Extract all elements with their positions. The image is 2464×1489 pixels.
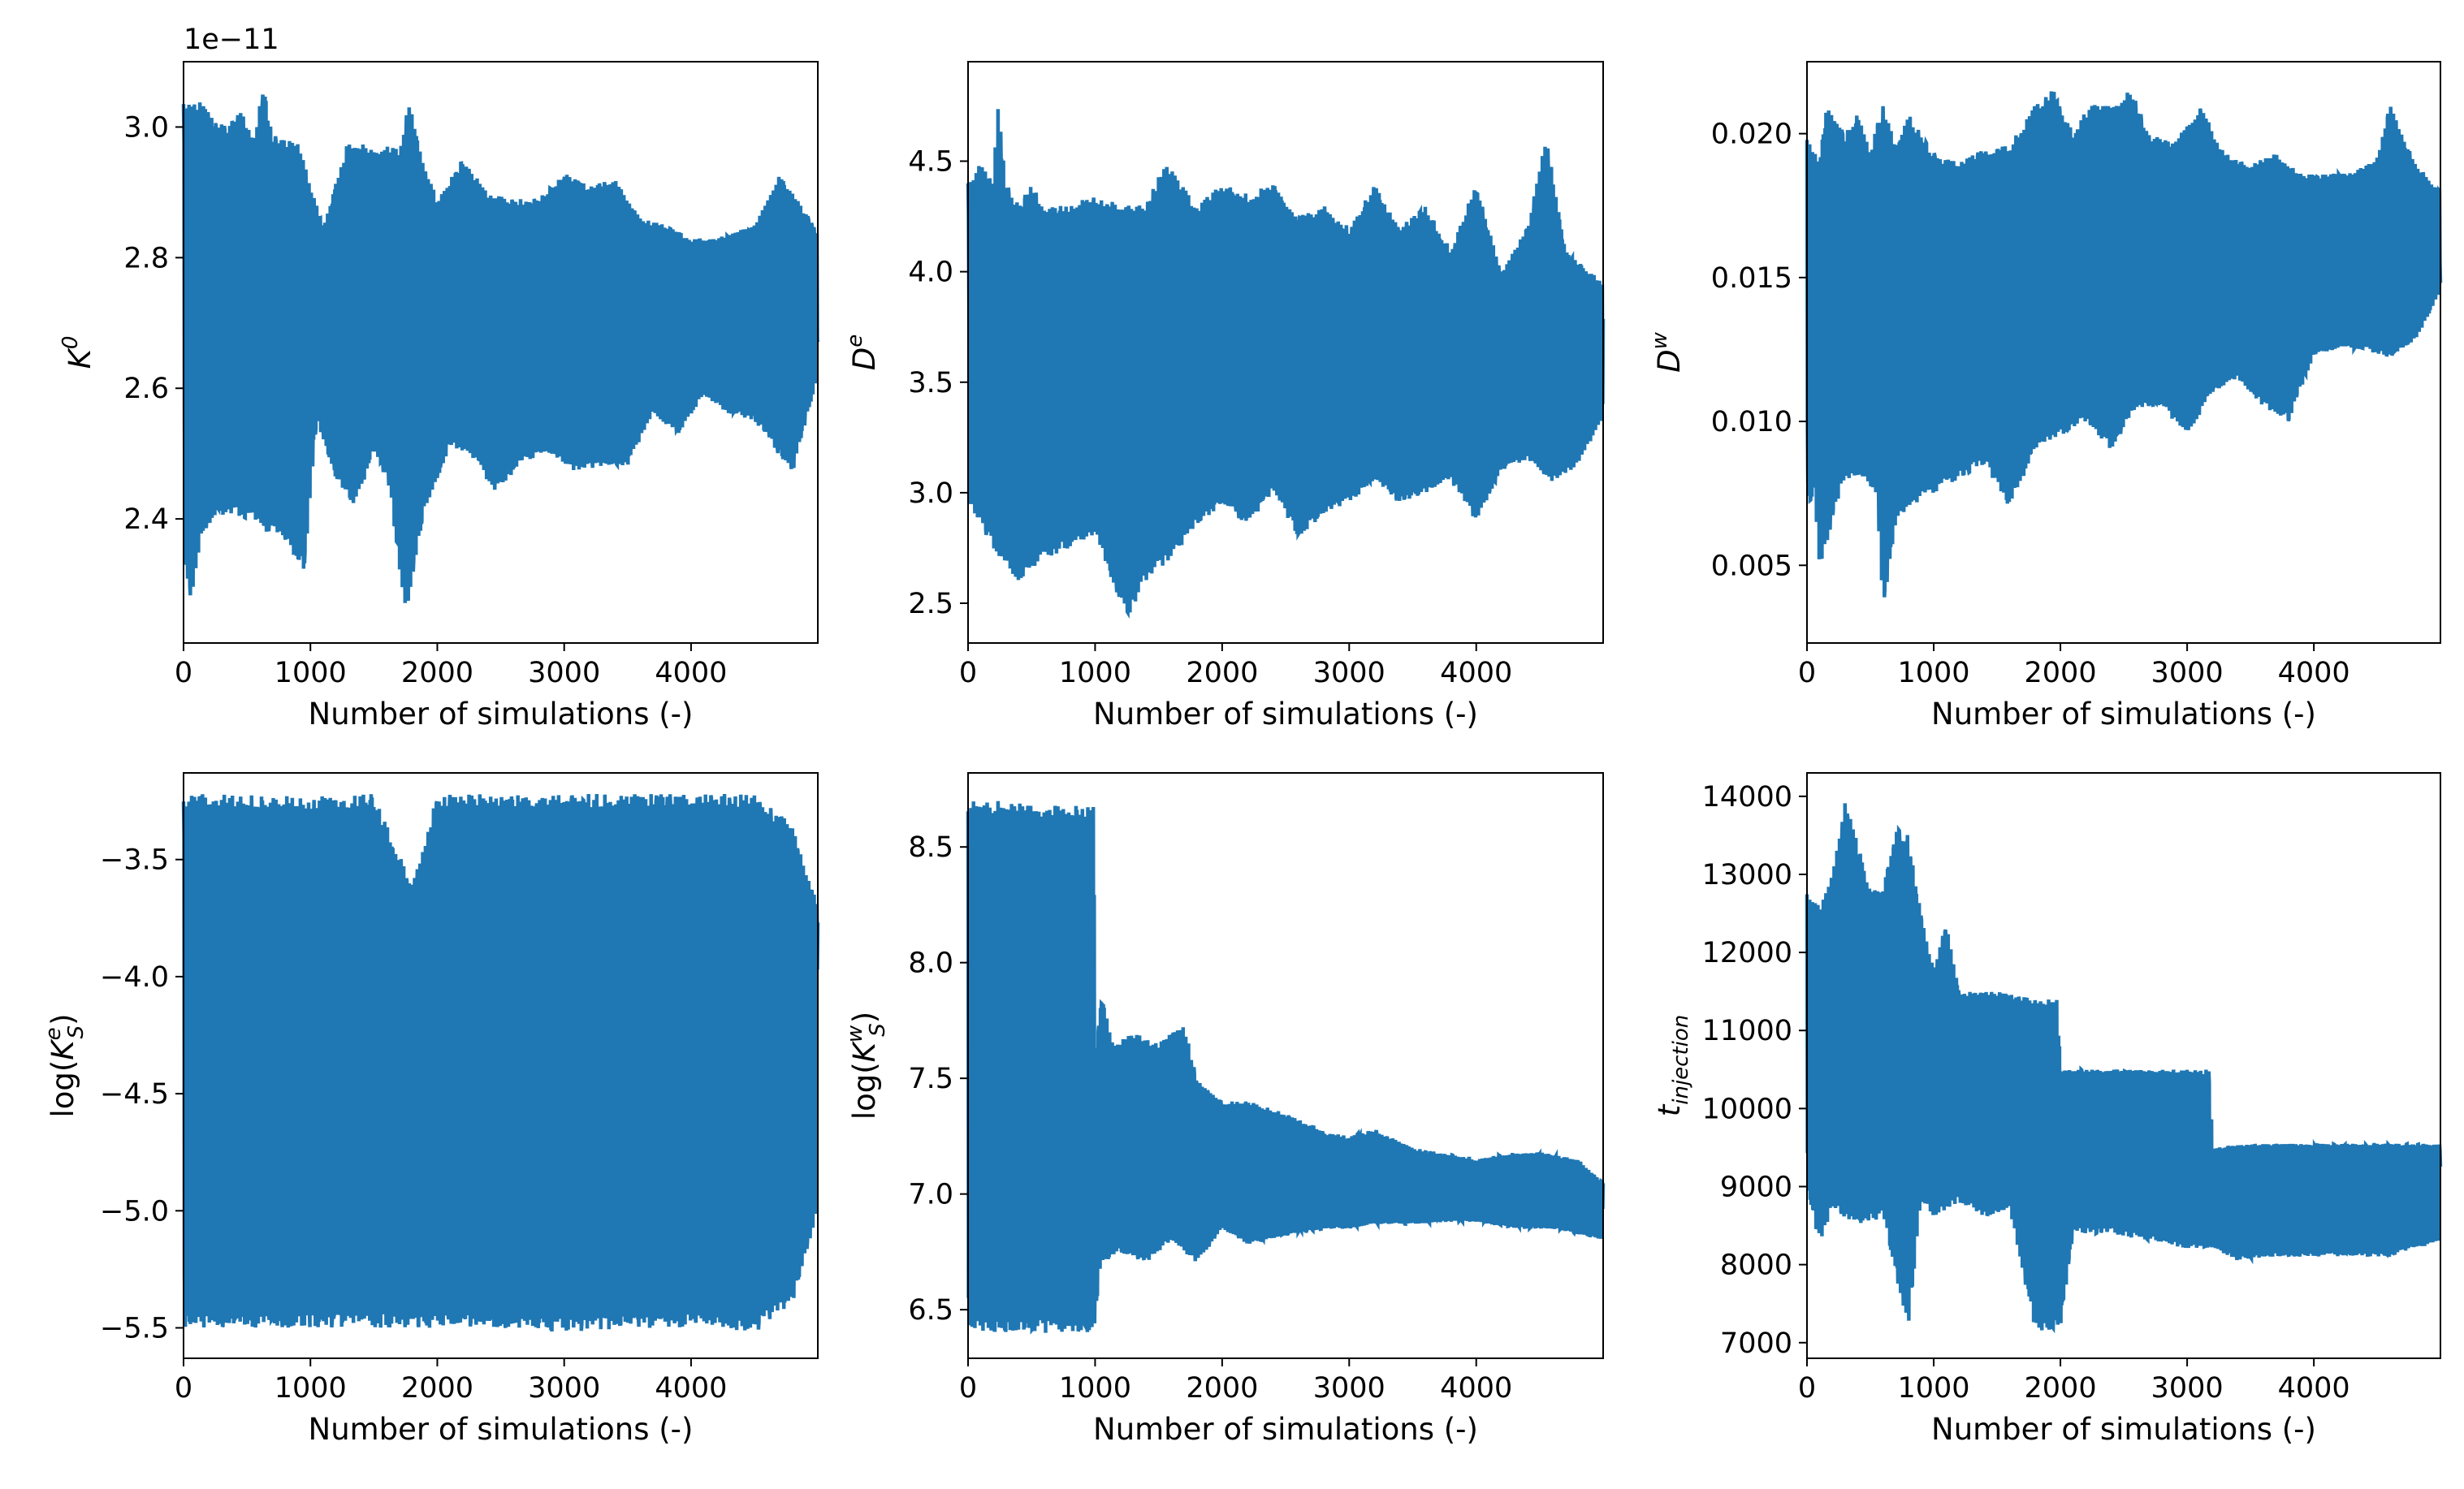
y-tick-label: 3.5 bbox=[908, 367, 953, 399]
chart-panel-6: 0 1000 2000 3000 4000 7000 8000 9000 10000 11000 1… bbox=[1652, 772, 2443, 1447]
axes-frame bbox=[967, 61, 1604, 644]
x-tick-label: 0 bbox=[959, 1372, 977, 1405]
y-tick-label: −4.0 bbox=[100, 961, 169, 994]
y-tick-label: 0.015 bbox=[1711, 262, 1792, 295]
chart-panel-3: 0 1000 2000 3000 4000 0.005 0.010 0.015 0.020 Num… bbox=[1648, 61, 2443, 732]
y-tick-label: 6.5 bbox=[908, 1294, 953, 1327]
chart-panel-1: 0 1000 2000 3000 4000 2.4 2.6 2.8 3.0 Number of s… bbox=[58, 24, 820, 732]
series-line bbox=[181, 94, 820, 603]
x-tick-label: 2000 bbox=[1186, 1372, 1258, 1405]
x-tick-label: 1000 bbox=[1059, 1372, 1131, 1405]
axes-frame bbox=[183, 772, 819, 1359]
y-tick-label: 7.5 bbox=[908, 1063, 953, 1095]
y-tick-label: 2.5 bbox=[908, 588, 953, 620]
x-tick-label: 2000 bbox=[2025, 1372, 2097, 1405]
axes-frame bbox=[183, 61, 819, 644]
x-tick-label: 1000 bbox=[1897, 657, 1969, 689]
y-axis-label: log(KwS) bbox=[843, 1012, 890, 1120]
series-line bbox=[966, 801, 1606, 1335]
y-tick-label: 7000 bbox=[1720, 1327, 1792, 1360]
x-tick-label: 3000 bbox=[528, 1372, 600, 1405]
y-tick-label: 9000 bbox=[1720, 1172, 1792, 1204]
chart-panel-2: 0 1000 2000 3000 4000 2.5 3.0 3.5 4.0 4.5 Number o… bbox=[843, 61, 1606, 732]
x-tick-label: 4000 bbox=[2278, 657, 2350, 689]
x-tick-label: 4000 bbox=[1440, 657, 1512, 689]
y-tick-label: −3.5 bbox=[100, 844, 169, 877]
y-tick-label: −5.5 bbox=[100, 1313, 169, 1345]
y-tick-label: 8000 bbox=[1720, 1249, 1792, 1282]
axes-frame bbox=[967, 772, 1604, 1359]
x-tick-label: 0 bbox=[1798, 657, 1816, 689]
y-tick-label: 3.0 bbox=[123, 111, 169, 144]
x-tick-label: 1000 bbox=[1059, 657, 1131, 689]
x-axis-label: Number of simulations (-) bbox=[1093, 1412, 1478, 1447]
x-tick-label: 4000 bbox=[655, 657, 727, 689]
y-tick-label: 7.0 bbox=[908, 1179, 953, 1211]
y-tick-label: 8.0 bbox=[908, 947, 953, 980]
y-tick-label: 2.8 bbox=[123, 242, 169, 274]
x-tick-label: 4000 bbox=[1440, 1372, 1512, 1405]
x-tick-label: 2000 bbox=[1186, 657, 1258, 689]
y-tick-label: −4.5 bbox=[100, 1078, 169, 1111]
axes-frame bbox=[1806, 772, 2441, 1359]
y-tick-label: −5.0 bbox=[100, 1195, 169, 1228]
x-tick-label: 1000 bbox=[274, 657, 347, 689]
x-tick-label: 0 bbox=[959, 657, 977, 689]
x-tick-label: 3000 bbox=[528, 657, 600, 689]
x-tick-label: 4000 bbox=[2278, 1372, 2350, 1405]
y-tick-label: 2.4 bbox=[123, 503, 169, 536]
x-tick-label: 3000 bbox=[1313, 1372, 1385, 1405]
y-tick-label: 12000 bbox=[1702, 937, 1792, 969]
x-tick-label: 3000 bbox=[2151, 657, 2224, 689]
y-tick-label: 4.5 bbox=[908, 146, 953, 179]
y-axis-label: De bbox=[843, 334, 882, 371]
chart-panel-5: 0 1000 2000 3000 4000 6.5 7.0 7.5 8.0 8.5 Number o… bbox=[843, 772, 1606, 1447]
y-tick-label: 10000 bbox=[1702, 1093, 1792, 1125]
x-axis-label: Number of simulations (-) bbox=[1931, 1412, 2316, 1447]
axis-offset-text: 1e−11 bbox=[184, 24, 279, 56]
series-line bbox=[1805, 91, 2443, 598]
y-axis-label: K0 bbox=[58, 336, 97, 369]
x-tick-label: 2000 bbox=[2025, 657, 2097, 689]
y-tick-label: 0.020 bbox=[1711, 119, 1792, 151]
y-tick-label: 4.0 bbox=[908, 257, 953, 289]
x-tick-label: 2000 bbox=[401, 657, 473, 689]
y-tick-label: 2.6 bbox=[123, 373, 169, 405]
series-line bbox=[1805, 803, 2443, 1334]
x-tick-label: 1000 bbox=[1897, 1372, 1969, 1405]
y-tick-label: 13000 bbox=[1702, 859, 1792, 891]
y-tick-label: 0.005 bbox=[1711, 550, 1792, 582]
y-axis-label: tinjection bbox=[1652, 1015, 1693, 1117]
x-tick-label: 0 bbox=[1798, 1372, 1816, 1405]
axes-frame bbox=[1806, 61, 2441, 644]
x-axis-label: Number of simulations (-) bbox=[1931, 697, 2316, 732]
x-tick-label: 4000 bbox=[655, 1372, 727, 1405]
x-tick-label: 0 bbox=[175, 1372, 192, 1405]
x-tick-label: 3000 bbox=[1313, 657, 1385, 689]
x-tick-label: 3000 bbox=[2151, 1372, 2224, 1405]
y-tick-label: 14000 bbox=[1702, 781, 1792, 814]
chart-panel-4: 0 1000 2000 3000 4000 −5.5 −5.0 −4.5 −4.0 −3.5 Num… bbox=[41, 772, 820, 1447]
x-axis-label: Number of simulations (-) bbox=[309, 697, 694, 732]
x-tick-label: 2000 bbox=[401, 1372, 473, 1405]
y-tick-label: 3.0 bbox=[908, 477, 953, 510]
series-line bbox=[181, 793, 820, 1332]
x-axis-label: Number of simulations (-) bbox=[1093, 697, 1478, 732]
x-axis-label: Number of simulations (-) bbox=[309, 1412, 694, 1447]
y-axis-label: log(KeS) bbox=[41, 1013, 89, 1117]
y-axis-label: Dw bbox=[1648, 331, 1687, 373]
x-tick-label: 1000 bbox=[274, 1372, 347, 1405]
x-tick-label: 0 bbox=[175, 657, 192, 689]
y-tick-label: 8.5 bbox=[908, 831, 953, 864]
y-tick-label: 0.010 bbox=[1711, 406, 1792, 438]
series-line bbox=[966, 109, 1606, 619]
y-tick-label: 11000 bbox=[1702, 1015, 1792, 1047]
